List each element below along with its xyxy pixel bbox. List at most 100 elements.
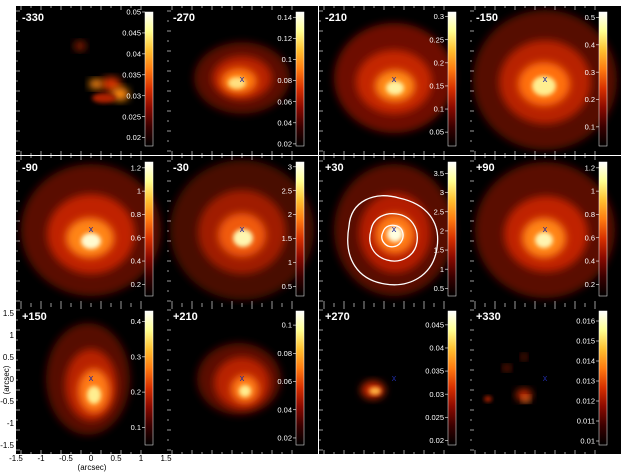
center-mark: x <box>543 224 548 234</box>
y-tick-label: 0.5 <box>3 353 15 362</box>
colorbar-tick-label: 0.06 <box>277 377 292 386</box>
frame-ticks <box>319 156 445 305</box>
colorbar-tick-label: 0.013 <box>576 377 595 386</box>
center-mark: x <box>89 373 94 383</box>
panel-label: +150 <box>22 311 47 323</box>
colorbar <box>144 161 154 297</box>
x-tick-label: 1.5 <box>160 454 172 463</box>
colorbar-tick-label: 0.5 <box>434 284 444 293</box>
panel-label: -330 <box>22 12 44 24</box>
panel-label: -90 <box>22 162 38 174</box>
colorbar-tick-label: 2 <box>440 227 444 236</box>
colorbar-tick-label: 3 <box>440 188 444 197</box>
y-axis-title: (arcsec) <box>2 365 11 394</box>
emission-map <box>334 23 454 133</box>
colorbar-tick-label: 0.01 <box>580 437 595 446</box>
contour-middle <box>369 212 418 262</box>
y-tick-label: 1 <box>10 331 15 340</box>
colorbar-tick-label: 0.4 <box>585 257 595 266</box>
y-axis: (arcsec) 1.5 1 0.5 0 -0.5 -1 -1.5 <box>0 309 14 450</box>
emission-map <box>484 354 532 402</box>
emission-map <box>74 41 129 103</box>
colorbar-tick-label: 0.5 <box>282 282 292 291</box>
panel-label: -270 <box>173 12 195 24</box>
frame-ticks <box>16 305 142 454</box>
colorbar-tick-label: 0.8 <box>131 210 141 219</box>
colorbar-tick-label: 0.2 <box>131 388 141 397</box>
colorbar <box>598 11 608 147</box>
colorbar-tick-label: 2.5 <box>434 207 444 216</box>
colorbar-tick-label: 1.5 <box>282 234 292 243</box>
colorbar-tick-label: 0.12 <box>277 34 292 43</box>
colorbar-tick-label: 1.5 <box>434 246 444 255</box>
colorbar-tick-label: 0.2 <box>434 58 444 67</box>
colorbar-tick-label: 0.8 <box>585 210 595 219</box>
center-mark: x <box>89 224 94 234</box>
colorbar-tick-label: 0.14 <box>277 13 292 22</box>
colorbar-tick-label: 0.04 <box>277 405 292 414</box>
colorbar-tick-label: 0.6 <box>131 233 141 242</box>
colorbar-tick-label: 0.014 <box>576 357 595 366</box>
colorbar-tick-label: 0.2 <box>131 280 141 289</box>
channel-panel: x +270 0.045 0.04 0.035 0.03 0.025 0.02 <box>319 305 470 454</box>
colorbar-tick-label: 0.4 <box>131 317 141 326</box>
colorbar-tick-label: 0.1 <box>282 321 292 330</box>
colorbar-tick-label: 0.025 <box>122 112 141 121</box>
channel-panel: x +30 3.5 3 2.5 2 1.5 1 0.5 <box>319 156 470 305</box>
panels-layer: -330 0.05 0.045 0.04 0.035 0.03 0.025 0.02 x -270… <box>16 6 621 454</box>
colorbar <box>295 161 305 297</box>
panel-label: -30 <box>173 162 189 174</box>
emission-map <box>473 10 617 150</box>
panel-label: -150 <box>476 12 498 24</box>
y-tick-label: -1.5 <box>0 441 14 450</box>
colorbar-tick-label: 0.05 <box>429 128 444 137</box>
contour-lines <box>347 195 439 286</box>
colorbar <box>447 310 457 446</box>
colorbar-tick-label: 0.04 <box>429 344 444 353</box>
frame-ticks <box>167 6 293 155</box>
colorbar-tick-label: 0.016 <box>576 317 595 326</box>
colorbar-tick-label: 3 <box>288 162 292 171</box>
center-mark: x <box>392 224 397 234</box>
panel-background <box>470 305 621 454</box>
channel-panel: x -270 0.14 0.12 0.1 0.08 0.06 0.04 0.02 <box>167 6 318 155</box>
colorbar-tick-label: 1 <box>440 265 444 274</box>
colorbar-tick-label: 2 <box>288 210 292 219</box>
colorbar-tick-label: 0.035 <box>122 70 141 79</box>
channel-panel: x -90 1.2 1 0.8 0.6 0.4 0.2 <box>16 156 167 305</box>
x-tick-label: -1.5 <box>9 454 23 463</box>
contour-outer <box>347 195 439 286</box>
panel-label: +330 <box>476 311 501 323</box>
center-mark: x <box>392 373 397 383</box>
channel-panel: x +90 1.2 1 0.8 0.6 0.4 0.2 <box>470 156 621 305</box>
emission-map <box>21 164 161 296</box>
frame-ticks <box>319 6 445 155</box>
emission-map <box>361 381 385 399</box>
channel-panel: -330 0.05 0.045 0.04 0.035 0.03 0.025 0.02 <box>16 6 167 155</box>
colorbar-tick-label: 0.02 <box>429 436 444 445</box>
colorbar-tick-label: 0.02 <box>277 139 292 148</box>
x-tick-label: 0 <box>89 454 94 463</box>
panel-label: +90 <box>476 162 495 174</box>
colorbar-tick-label: 1 <box>288 258 292 267</box>
frame-ticks <box>16 6 142 155</box>
colorbar-tick-label: 0.035 <box>425 367 444 376</box>
colorbar-tick-label: 1 <box>137 187 141 196</box>
colorbar-tick-label: 0.3 <box>131 352 141 361</box>
x-tick-labels: -1.5 -1 -0.5 0 0.5 1 1.5 <box>9 454 172 463</box>
colorbar-tick-label: 0.5 <box>585 13 595 22</box>
colorbar-tick-label: 3.5 <box>434 169 444 178</box>
panel-background <box>319 305 470 454</box>
y-tick-label: -0.5 <box>0 397 14 406</box>
colorbar-tick-label: 0.15 <box>429 82 444 91</box>
frame-ticks <box>470 6 596 155</box>
colorbar-tick-label: 2.5 <box>282 186 292 195</box>
center-mark: x <box>543 373 548 383</box>
colorbar-tick-label: 0.025 <box>425 413 444 422</box>
channel-panel: x +210 0.1 0.08 0.06 0.04 0.02 <box>167 305 318 454</box>
colorbar <box>598 310 608 446</box>
colorbar-tick-label: 0.012 <box>576 397 595 406</box>
x-tick-label: 0.5 <box>110 454 122 463</box>
colorbar-tick-label: 0.045 <box>122 29 141 38</box>
